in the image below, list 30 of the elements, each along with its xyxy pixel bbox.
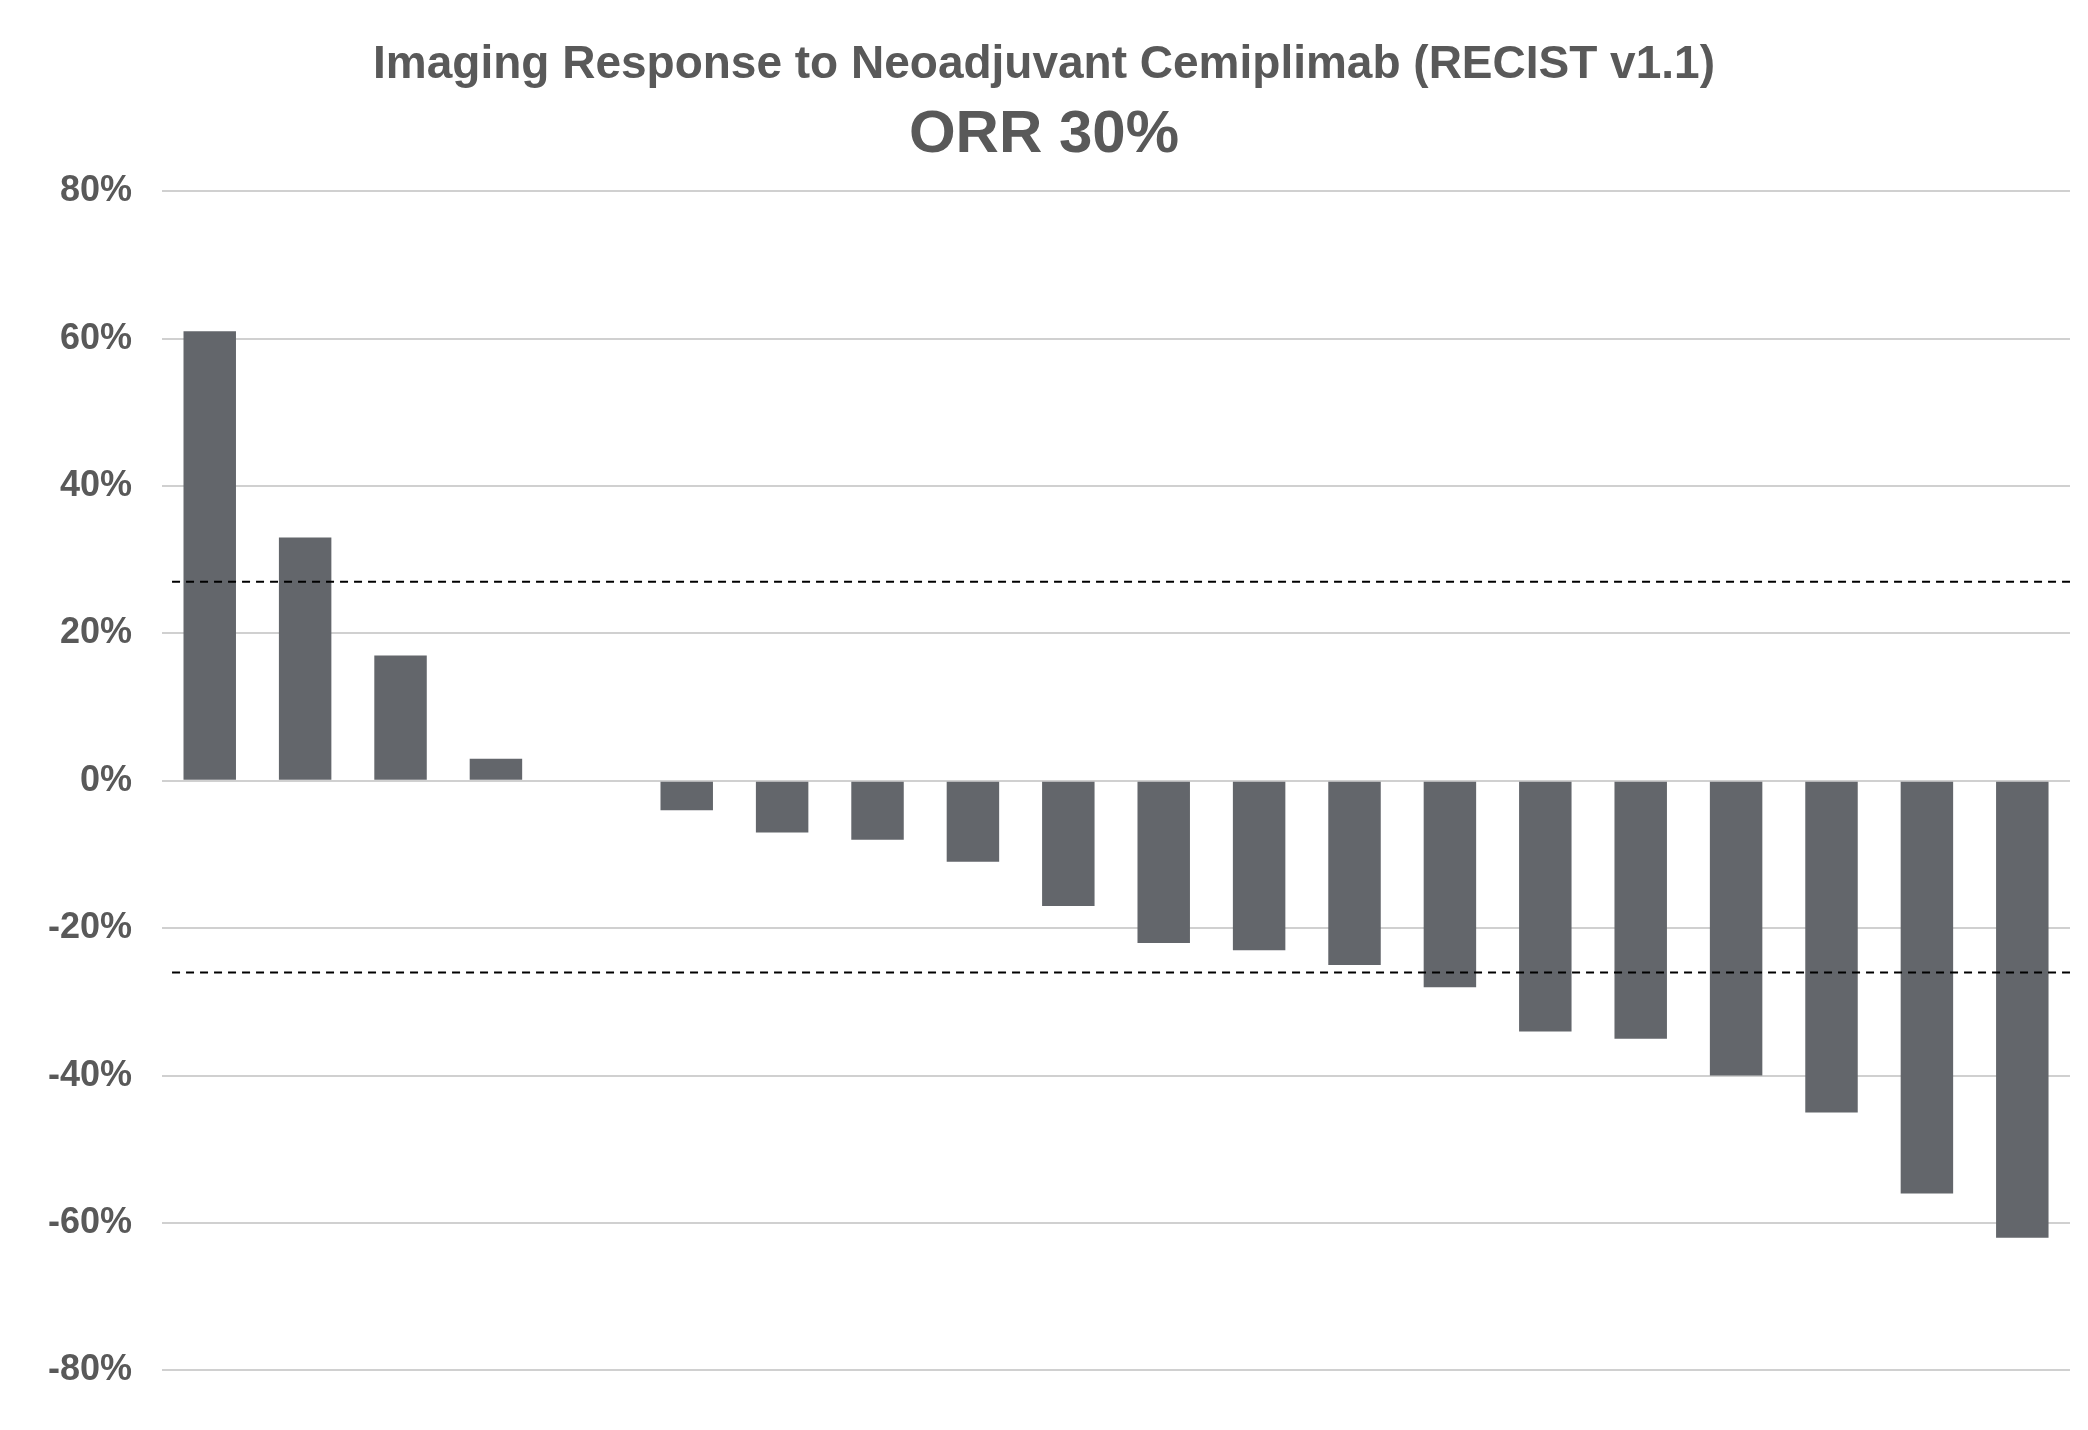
bar bbox=[278, 537, 332, 780]
y-tick-label: 20% bbox=[59, 610, 133, 652]
y-tick-label: 60% bbox=[59, 315, 133, 357]
bar bbox=[1900, 781, 1954, 1194]
bar bbox=[1137, 781, 1190, 943]
y-tick-label: -80% bbox=[47, 1347, 133, 1389]
bar bbox=[1614, 781, 1667, 1039]
bar bbox=[183, 331, 236, 780]
bar bbox=[755, 781, 809, 833]
bar bbox=[374, 655, 427, 780]
y-tick-label: -40% bbox=[47, 1052, 133, 1094]
bar bbox=[1805, 781, 1858, 1113]
bar bbox=[1519, 781, 1572, 1032]
chart-title: Imaging Response to Neoadjuvant Cemiplimab (RECIST v1.1) bbox=[373, 36, 1715, 89]
bar bbox=[1709, 781, 1763, 1076]
y-tick-label: 80% bbox=[59, 168, 133, 210]
bar bbox=[1423, 781, 1477, 988]
chart-subtitle: ORR 30% bbox=[908, 97, 1180, 165]
bar bbox=[946, 781, 1000, 862]
bar bbox=[1232, 781, 1286, 951]
bar bbox=[1328, 781, 1381, 966]
bar bbox=[469, 758, 523, 780]
y-tick-label: 40% bbox=[59, 462, 133, 504]
y-tick-label: -20% bbox=[47, 905, 133, 947]
y-tick-label: 0% bbox=[80, 757, 133, 799]
y-tick-label: -60% bbox=[47, 1199, 133, 1241]
bar bbox=[851, 781, 904, 840]
bar bbox=[1042, 781, 1095, 907]
bar bbox=[1996, 781, 2049, 1238]
bar bbox=[660, 781, 713, 811]
